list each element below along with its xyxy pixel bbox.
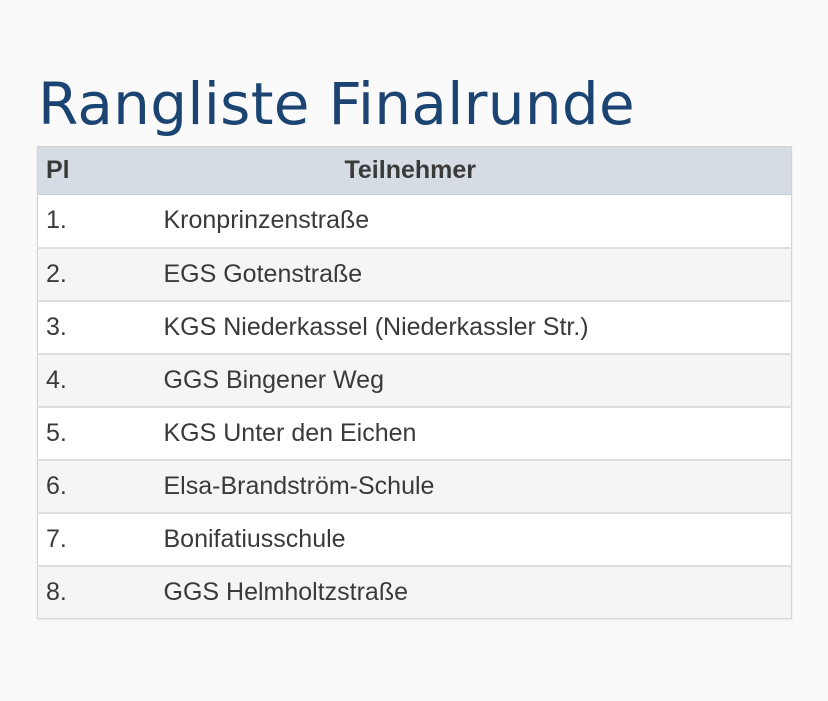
place-cell: 3. [46, 312, 67, 341]
ranking-table: Pl Teilnehmer 1. Kronprinzenstraße 2. EG… [37, 146, 792, 619]
table-row: 7. Bonifatiusschule [37, 512, 792, 566]
place-cell: 4. [46, 365, 67, 394]
place-cell: 7. [46, 524, 67, 553]
page-title: Rangliste Finalrunde [38, 70, 635, 138]
table-row: 1. Kronprinzenstraße [37, 194, 792, 248]
participant-cell: Kronprinzenstraße [163, 206, 370, 235]
table-row: 3. KGS Niederkassel (Niederkassler Str.) [37, 300, 792, 354]
table-row: 4. GGS Bingener Weg [37, 353, 792, 407]
table-row: 2. EGS Gotenstraße [37, 247, 792, 301]
participant-cell: GGS Bingener Weg [163, 365, 384, 394]
participant-cell: EGS Gotenstraße [163, 259, 363, 288]
table-row: 8. GGS Helmholtzstraße [37, 565, 792, 619]
participant-cell: KGS Unter den Eichen [163, 418, 417, 447]
place-cell: 5. [46, 418, 67, 447]
participant-cell: Bonifatiusschule [163, 524, 346, 553]
table-row: 5. KGS Unter den Eichen [37, 406, 792, 460]
participant-cell: Elsa-Brandström-Schule [163, 471, 435, 500]
place-cell: 2. [46, 259, 67, 288]
place-cell: 6. [46, 471, 67, 500]
place-cell: 8. [46, 577, 67, 606]
table-header-row: Pl Teilnehmer [37, 146, 792, 195]
column-header-place: Pl [37, 146, 156, 195]
column-header-participant: Teilnehmer [155, 146, 792, 195]
participant-cell: GGS Helmholtzstraße [163, 577, 409, 606]
participant-cell: KGS Niederkassel (Niederkassler Str.) [163, 312, 589, 341]
table-row: 6. Elsa-Brandström-Schule [37, 459, 792, 513]
place-cell: 1. [46, 206, 67, 235]
